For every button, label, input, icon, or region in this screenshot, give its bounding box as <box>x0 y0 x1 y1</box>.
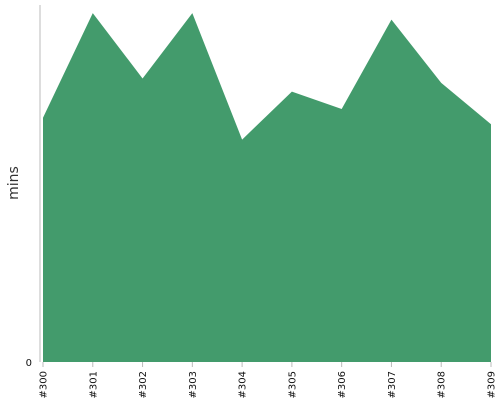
x-tick-label: #301 <box>88 371 99 398</box>
x-tick-label: #306 <box>337 371 348 398</box>
x-tick-label: #309 <box>487 371 498 398</box>
y-axis-label: mins <box>6 166 22 200</box>
x-tick-label: #307 <box>387 371 398 398</box>
area-series <box>43 13 491 363</box>
x-tick-label: #308 <box>437 371 448 398</box>
plot-area <box>43 13 491 363</box>
x-tick-label: #303 <box>188 371 199 398</box>
y-axis-ticks: 0 <box>26 358 32 369</box>
x-axis-ticks: #300 #301 #302 #303 #304 #305 #306 #307 #308 #309 <box>39 362 498 398</box>
x-tick-label: #304 <box>238 371 249 398</box>
x-tick-label: #300 <box>39 371 50 398</box>
x-tick-label: #302 <box>138 371 149 398</box>
y-tick-label: 0 <box>26 358 32 369</box>
x-tick-label: #305 <box>287 371 298 398</box>
